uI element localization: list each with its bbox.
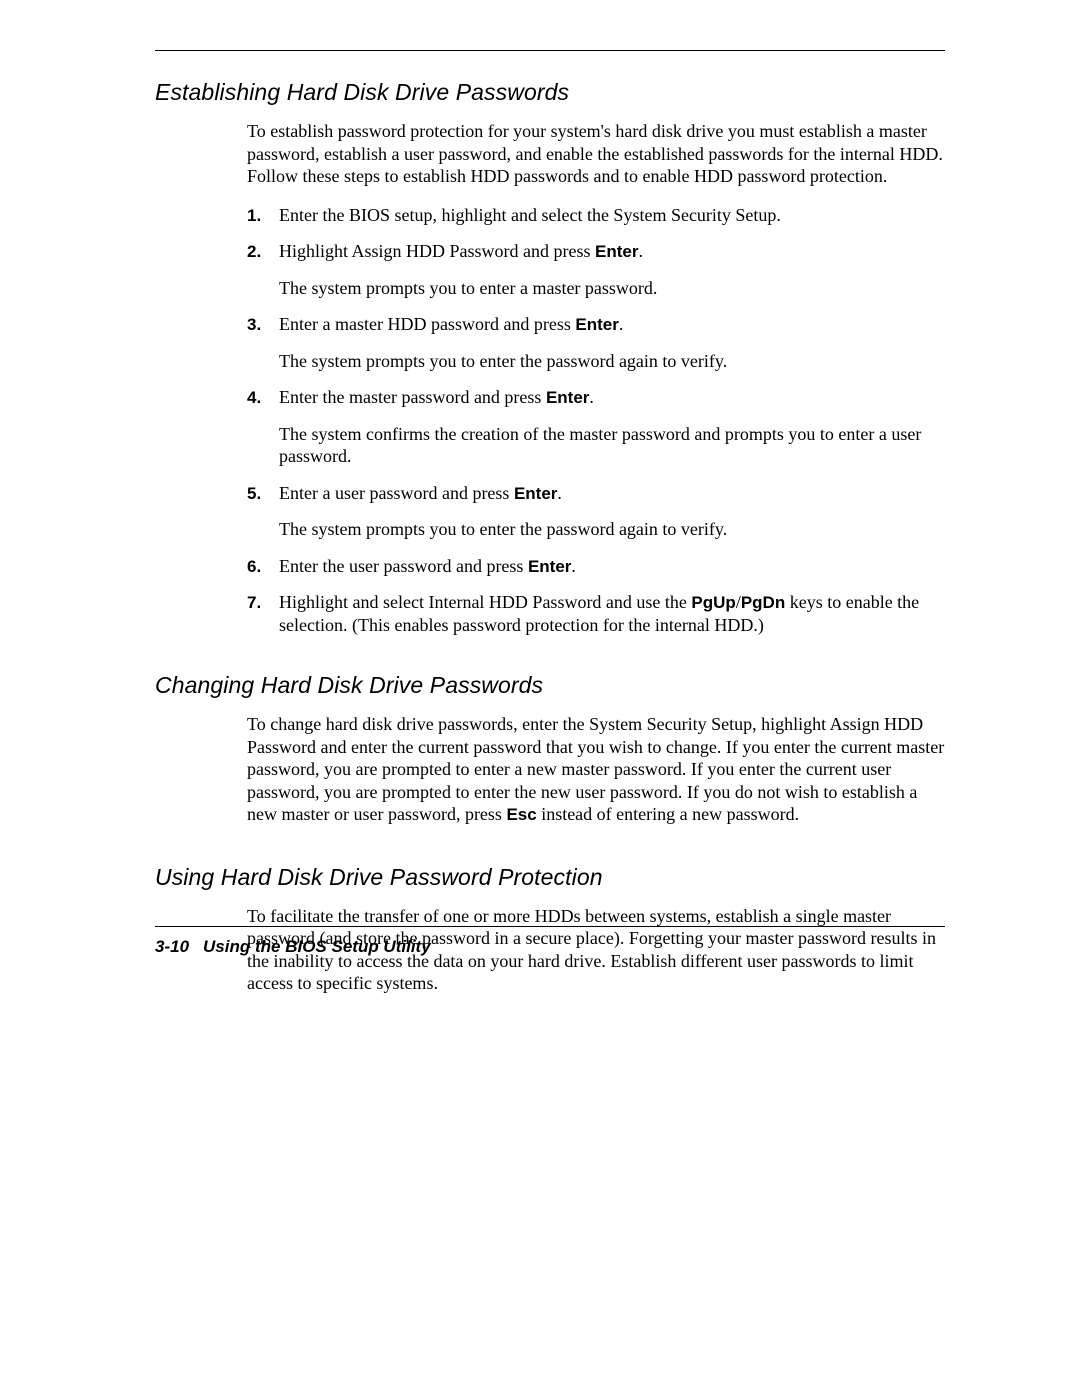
section-heading-using: Using Hard Disk Drive Password Protectio… [155,864,945,891]
list-number: 2. [247,240,279,299]
list-body: Enter the user password and press Enter. [279,555,945,578]
document-page: Establishing Hard Disk Drive Passwords T… [0,0,1080,1397]
list-item: 6. Enter the user password and press Ent… [247,555,945,578]
step-subtext: The system prompts you to enter the pass… [279,518,945,541]
list-number: 1. [247,204,279,227]
list-item: 2. Highlight Assign HDD Password and pre… [247,240,945,299]
footer-text: 3-10 Using the BIOS Setup Utility [155,937,945,957]
key-pgup: PgUp [691,593,735,612]
page-number: 3-10 [155,937,189,956]
step-text: Enter a master HDD password and press En… [279,313,945,336]
list-item: 5. Enter a user password and press Enter… [247,482,945,541]
list-body: Enter the BIOS setup, highlight and sele… [279,204,945,227]
section-heading-changing: Changing Hard Disk Drive Passwords [155,672,945,699]
list-item: 3. Enter a master HDD password and press… [247,313,945,372]
step-text: Enter a user password and press Enter. [279,482,945,505]
list-number: 3. [247,313,279,372]
list-body: Highlight Assign HDD Password and press … [279,240,945,299]
key-enter: Enter [575,315,618,334]
section1-body: To establish password protection for you… [247,120,945,636]
top-rule [155,50,945,51]
list-number: 4. [247,386,279,468]
list-item: 4. Enter the master password and press E… [247,386,945,468]
key-enter: Enter [595,242,638,261]
list-item: 1. Enter the BIOS setup, highlight and s… [247,204,945,227]
step-text: Enter the BIOS setup, highlight and sele… [279,204,945,227]
list-body: Enter a user password and press Enter. T… [279,482,945,541]
section-heading-establishing: Establishing Hard Disk Drive Passwords [155,79,945,106]
list-number: 5. [247,482,279,541]
key-pgdn: PgDn [741,593,785,612]
step-text: Enter the master password and press Ente… [279,386,945,409]
bottom-rule [155,926,945,927]
step-subtext: The system prompts you to enter a master… [279,277,945,300]
key-enter: Enter [514,484,557,503]
step-subtext: The system confirms the creation of the … [279,423,945,468]
page-footer: 3-10 Using the BIOS Setup Utility [155,926,945,957]
step-text: Highlight Assign HDD Password and press … [279,240,945,263]
section1-intro: To establish password protection for you… [247,120,945,188]
list-number: 7. [247,591,279,636]
list-body: Highlight and select Internal HDD Passwo… [279,591,945,636]
key-esc: Esc [506,805,536,824]
footer-title: Using the BIOS Setup Utility [203,937,431,956]
step-text: Highlight and select Internal HDD Passwo… [279,591,945,636]
step-text: Enter the user password and press Enter. [279,555,945,578]
section2-para: To change hard disk drive passwords, ent… [247,713,945,826]
list-body: Enter the master password and press Ente… [279,386,945,468]
step-subtext: The system prompts you to enter the pass… [279,350,945,373]
list-item: 7. Highlight and select Internal HDD Pas… [247,591,945,636]
list-number: 6. [247,555,279,578]
key-enter: Enter [546,388,589,407]
list-body: Enter a master HDD password and press En… [279,313,945,372]
key-enter: Enter [528,557,571,576]
ordered-list: 1. Enter the BIOS setup, highlight and s… [247,204,945,637]
section2-body: To change hard disk drive passwords, ent… [247,713,945,826]
